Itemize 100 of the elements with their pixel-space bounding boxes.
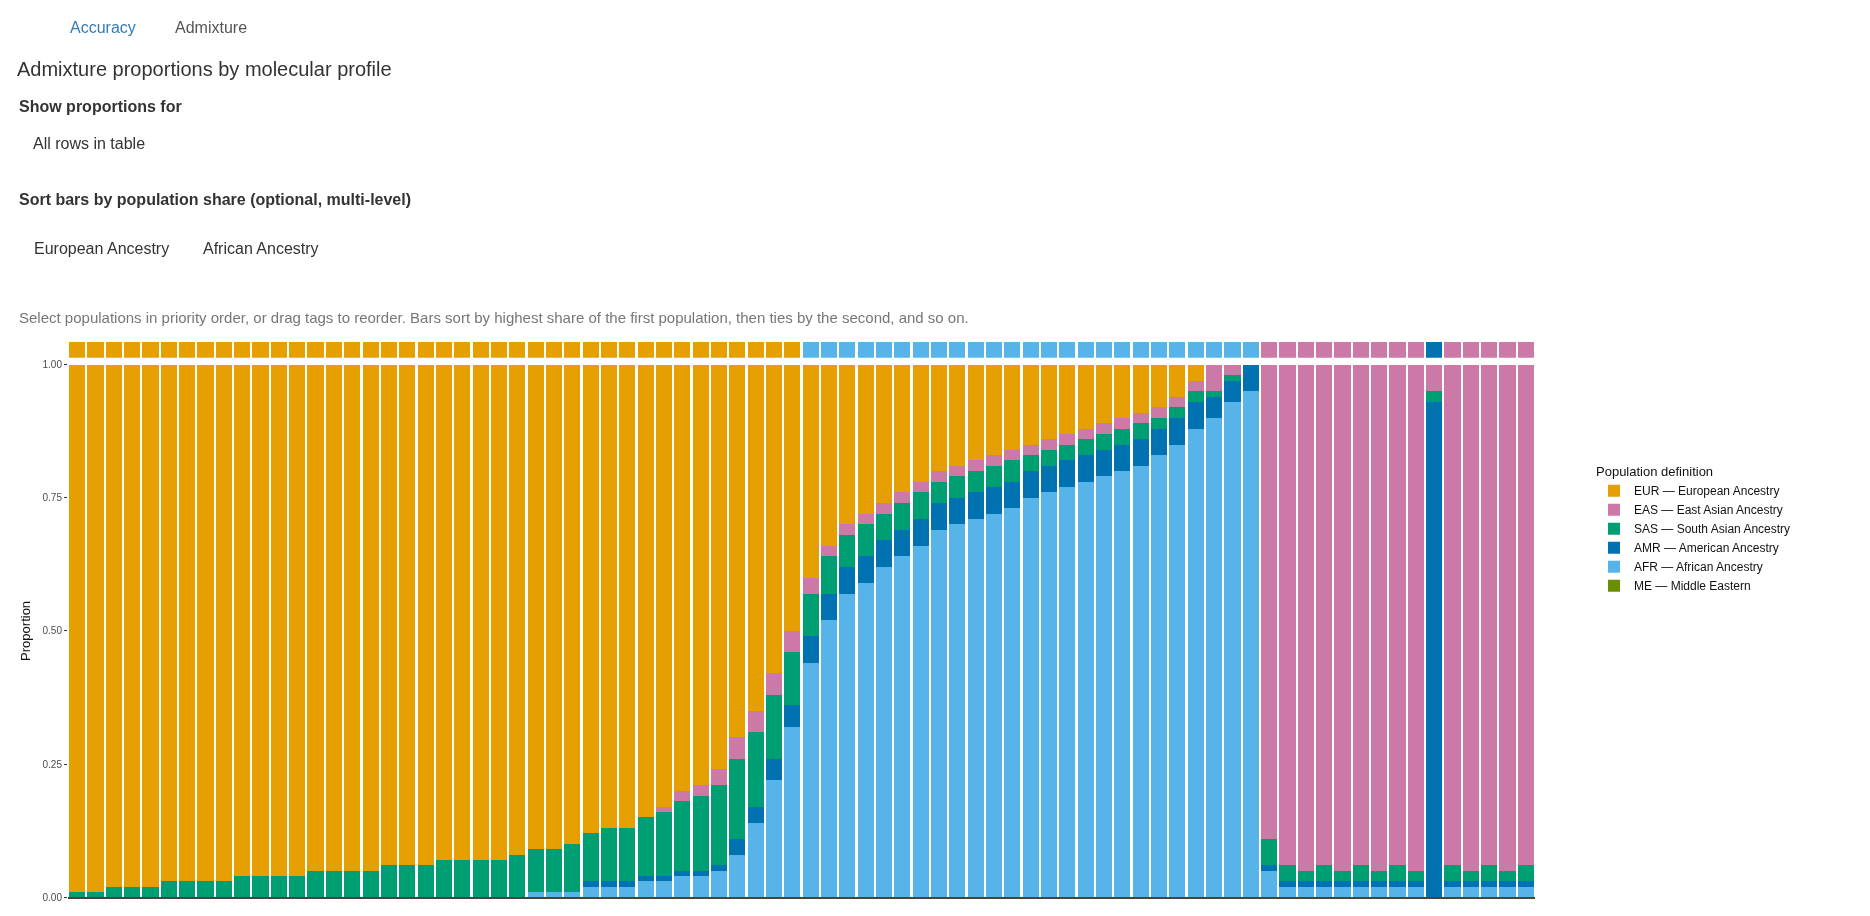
- bar: [820, 545, 838, 557]
- bar: [747, 822, 764, 898]
- bar: [1059, 460, 1076, 488]
- bar: [729, 364, 746, 738]
- bar: [179, 881, 196, 898]
- bar: [1077, 439, 1094, 456]
- bar: [930, 529, 948, 898]
- bar: [1132, 412, 1149, 424]
- bar: [1334, 870, 1351, 882]
- bar: [1022, 497, 1039, 898]
- bar: [967, 460, 984, 472]
- bar: [1462, 886, 1479, 898]
- bar: [1040, 449, 1058, 466]
- bar: [1169, 364, 1186, 397]
- bar: [857, 524, 874, 557]
- legend-label: AFR — African Ancestry: [1634, 560, 1763, 575]
- bar: [1316, 364, 1333, 866]
- bar: [820, 364, 838, 546]
- bar: [582, 833, 599, 882]
- bar: [1499, 881, 1516, 887]
- bar: [1151, 407, 1168, 418]
- bar: [1279, 865, 1296, 882]
- bar: [234, 364, 251, 876]
- bar: [509, 364, 526, 855]
- bar: [1481, 886, 1498, 898]
- bar: [1096, 476, 1113, 898]
- bar: [1059, 433, 1076, 445]
- bar: [252, 364, 269, 876]
- bar: [1261, 364, 1278, 839]
- bar: [967, 364, 984, 461]
- bar: [1371, 870, 1388, 882]
- bar: [1462, 881, 1479, 887]
- bar: [1242, 364, 1259, 392]
- bar: [1040, 465, 1058, 493]
- bar: [105, 364, 122, 887]
- bar: [1481, 364, 1498, 866]
- bar: [949, 364, 966, 466]
- bar: [472, 364, 489, 860]
- bar: [454, 364, 471, 860]
- bar: [1517, 364, 1534, 866]
- bar: [637, 364, 654, 818]
- y-tick-label: 0.50: [42, 625, 63, 637]
- y-axis-title: Proportion: [18, 600, 34, 661]
- bar: [1444, 364, 1461, 866]
- bar: [600, 881, 618, 887]
- bar: [765, 780, 783, 898]
- bar: [692, 364, 709, 786]
- bar: [1352, 865, 1369, 882]
- bar: [124, 364, 141, 887]
- bar: [600, 827, 618, 882]
- bar: [692, 875, 709, 898]
- bar: [1169, 396, 1186, 408]
- bar: [674, 364, 691, 791]
- bar: [875, 540, 893, 567]
- bar: [692, 870, 709, 876]
- bar: [784, 630, 801, 653]
- bar: [1206, 417, 1223, 898]
- bar: [1371, 364, 1388, 871]
- bar: [655, 811, 673, 876]
- bar: [179, 364, 196, 882]
- bar: [747, 806, 764, 823]
- bar: [894, 529, 911, 557]
- bar: [1206, 364, 1223, 392]
- bar: [1389, 364, 1406, 866]
- bar: [710, 785, 728, 866]
- bar: [1462, 364, 1479, 871]
- bar: [1224, 380, 1241, 402]
- bar: [1114, 444, 1131, 472]
- bar: [637, 817, 654, 876]
- bar: [1297, 886, 1314, 898]
- bar: [1297, 364, 1314, 871]
- bar: [839, 524, 856, 536]
- bar: [674, 801, 691, 871]
- bar: [710, 364, 728, 770]
- bar: [912, 481, 929, 493]
- bar: [1261, 865, 1278, 871]
- bar: [985, 487, 1003, 514]
- text: Show proportions for: [19, 98, 182, 115]
- bar: [949, 476, 966, 498]
- bar: [784, 652, 801, 706]
- bar: [1096, 423, 1113, 434]
- bar: [454, 859, 471, 898]
- bar: [839, 593, 856, 898]
- bar: [527, 891, 544, 898]
- bar: [325, 870, 342, 898]
- bar: [820, 620, 838, 898]
- bar: [472, 859, 489, 898]
- bar: [1151, 428, 1168, 456]
- bar: [600, 886, 618, 898]
- bar: [142, 886, 159, 898]
- y-tick-label: 0.25: [42, 758, 63, 770]
- bar: [270, 364, 287, 876]
- bar: [1022, 471, 1039, 498]
- bar: [857, 364, 874, 514]
- bar: [692, 785, 709, 796]
- text: European Ancestry: [34, 240, 170, 257]
- bar: [1481, 881, 1498, 887]
- bar: [545, 849, 563, 892]
- bar: [1261, 870, 1278, 898]
- bar: [1224, 375, 1241, 381]
